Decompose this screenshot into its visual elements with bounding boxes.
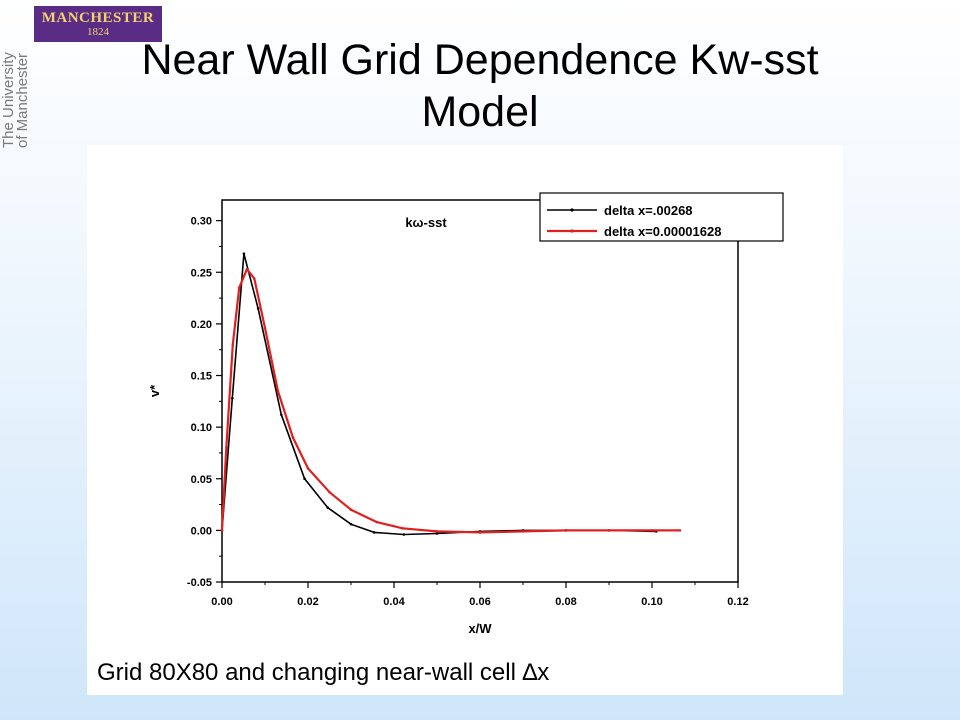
series-2-point xyxy=(521,530,525,533)
series-2-point xyxy=(237,286,241,290)
chart-title: kω-sst xyxy=(405,215,447,230)
series-2-point xyxy=(607,529,611,532)
plot-frame xyxy=(221,199,739,583)
series-2-point xyxy=(349,508,353,512)
slide-caption: Grid 80X80 and changing near-wall cell ∆… xyxy=(97,659,550,686)
series-2-point xyxy=(564,529,568,532)
legend-marker-2 xyxy=(570,229,574,233)
y-tick-label: 0.15 xyxy=(191,371,212,383)
series-1-point xyxy=(303,477,306,481)
series-1-point xyxy=(256,307,260,310)
series-2-point xyxy=(650,529,654,532)
x-tick-label: 0.06 xyxy=(469,596,490,608)
line-chart: 0.00 0.02 0.04 0.06 0.08 0.10 0.12 -0.05 0.00 0.0… xyxy=(147,192,784,636)
series-2-point xyxy=(401,527,404,530)
legend-label-1: delta x=.00268 xyxy=(604,203,693,218)
series-2-point xyxy=(435,530,439,533)
series-2-point xyxy=(220,529,224,532)
university-vertical-text: The University of Manchester xyxy=(0,0,31,148)
series-2-point xyxy=(328,490,331,494)
series-1-point xyxy=(402,533,406,536)
y-tick-label: 0.10 xyxy=(191,422,212,434)
university-logo: MANCHESTER 1824 xyxy=(34,6,162,42)
series-2-point xyxy=(245,267,249,271)
x-tick-label: 0.00 xyxy=(211,596,232,608)
series-2-point xyxy=(375,520,379,524)
x-tick-label: 0.10 xyxy=(641,596,662,608)
series-2-point xyxy=(478,531,482,534)
slide-title-line-1: Near Wall Grid Dependence Kw-sst xyxy=(141,36,819,84)
x-tick-label: 0.04 xyxy=(383,596,405,608)
logo-year: 1824 xyxy=(87,26,109,38)
x-tick-label: 0.12 xyxy=(727,596,748,608)
series-2-point xyxy=(225,446,228,450)
x-tick-label: 0.02 xyxy=(297,596,318,608)
series-line-2 xyxy=(220,268,680,534)
y-tick-label: 0.20 xyxy=(191,319,212,331)
x-tick-label: 0.08 xyxy=(555,596,576,608)
chart-panel: 0.00 0.02 0.04 0.06 0.08 0.10 0.12 -0.05 0.00 0.0… xyxy=(87,145,843,695)
series-2-point xyxy=(252,277,256,280)
x-axis-label: x/W xyxy=(468,621,492,636)
legend-box xyxy=(539,192,784,242)
series-2-point xyxy=(276,389,280,393)
series-1-point xyxy=(231,396,234,400)
y-tick-label: 0.30 xyxy=(191,216,212,228)
series-2-point xyxy=(306,467,310,470)
y-tick-label: -0.05 xyxy=(187,577,212,589)
series-1-point xyxy=(242,252,246,255)
series-2-point xyxy=(263,326,267,330)
series-1-point xyxy=(435,532,439,535)
y-tick-label: 0.25 xyxy=(191,267,212,279)
y-tick-label: 0.05 xyxy=(191,474,212,486)
legend-marker-1 xyxy=(570,208,574,212)
series-1-point xyxy=(349,522,353,526)
series-2-point xyxy=(678,529,682,532)
logo-name: MANCHESTER xyxy=(41,10,155,26)
slide-title: Near Wall Grid Dependence Kw-sst Model xyxy=(30,34,930,138)
series-2-point xyxy=(291,436,295,439)
legend-label-2: delta x=0.00001628 xyxy=(604,224,721,239)
series-2-point xyxy=(231,343,235,346)
series-1-point xyxy=(326,506,330,509)
series-1-point xyxy=(372,531,376,534)
series-line-1 xyxy=(221,252,657,536)
series-1-point xyxy=(280,413,283,417)
slide-title-line-2: Model xyxy=(421,88,539,136)
y-tick-label: 0.00 xyxy=(191,525,212,537)
university-text-line-2: of Manchester xyxy=(14,52,31,148)
y-axis-label: v* xyxy=(147,384,162,397)
